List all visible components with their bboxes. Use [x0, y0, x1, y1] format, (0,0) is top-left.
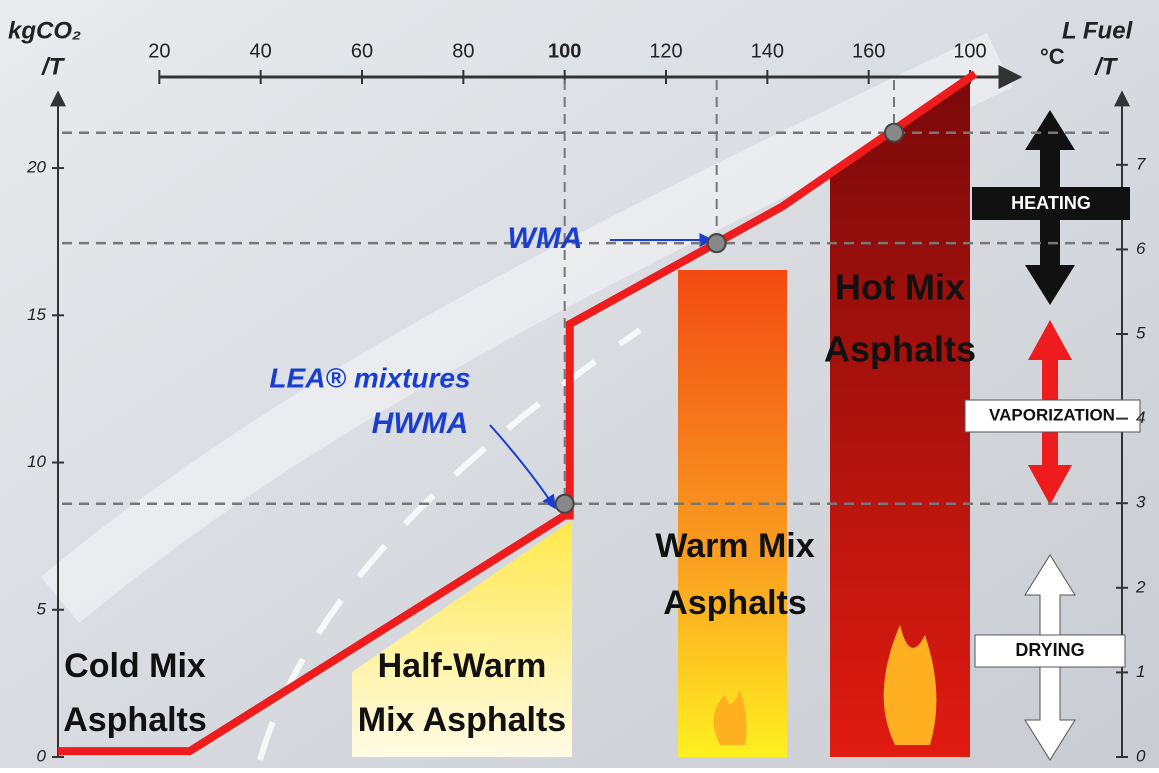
x-tick-label: 40 [250, 40, 272, 62]
x-tick-label: 100 [953, 40, 986, 62]
x-tick-label: 140 [751, 40, 784, 62]
y2-tick-label: 5 [1136, 324, 1146, 343]
annotation: HEATING [1011, 193, 1091, 213]
annotation: Asphalts [663, 584, 807, 622]
warm-region [678, 270, 787, 757]
y-tick-label: 10 [27, 452, 46, 471]
y-tick-label: 0 [37, 746, 47, 765]
point [556, 495, 574, 513]
x-tick-label: 80 [452, 40, 474, 62]
annotation: Mix Asphalts [358, 701, 566, 739]
y2-tick-label: 1 [1136, 662, 1145, 681]
chart: °C kgCO₂ /T L Fuel /T 204060801001201401… [0, 0, 1159, 768]
y-axis-label: /T [41, 53, 66, 80]
point [708, 234, 726, 252]
annotation: Asphalts [63, 701, 207, 739]
y2-tick-label: 6 [1136, 239, 1146, 258]
annotation: WMA [508, 222, 583, 255]
annotation: Half-Warm [378, 647, 547, 685]
annotation: VAPORIZATION [989, 405, 1115, 424]
x-tick-label: 120 [649, 40, 682, 62]
y-axis-label: kgCO₂ [8, 17, 81, 44]
annotation: Hot Mix [835, 267, 965, 308]
annotation: Asphalts [824, 329, 976, 370]
y2-axis-label: /T [1094, 53, 1119, 80]
y-tick-label: 5 [37, 599, 47, 618]
y2-tick-label: 7 [1136, 154, 1146, 173]
annotation: LEA® mixtures [269, 362, 470, 393]
x-tick-label: 100 [548, 40, 581, 62]
x-tick-label: 60 [351, 40, 373, 62]
y2-axis-label: L Fuel [1062, 17, 1134, 44]
x-axis-label: °C [1040, 44, 1065, 69]
y-tick-label: 20 [26, 158, 46, 177]
x-tick-label: 160 [852, 40, 885, 62]
annotation: Cold Mix [64, 647, 206, 685]
page: °C kgCO₂ /T L Fuel /T 204060801001201401… [0, 0, 1159, 768]
y-tick-label: 15 [27, 305, 46, 324]
y2-tick-label: 0 [1136, 746, 1146, 765]
point [885, 124, 903, 142]
annotation: Warm Mix [655, 527, 814, 565]
y2-tick-label: 2 [1135, 577, 1146, 596]
annotation: DRYING [1015, 640, 1084, 660]
annotation: HWMA [372, 407, 469, 440]
x-tick-label: 20 [148, 40, 170, 62]
y2-tick-label: 4 [1136, 408, 1145, 427]
y2-tick-label: 3 [1136, 493, 1146, 512]
